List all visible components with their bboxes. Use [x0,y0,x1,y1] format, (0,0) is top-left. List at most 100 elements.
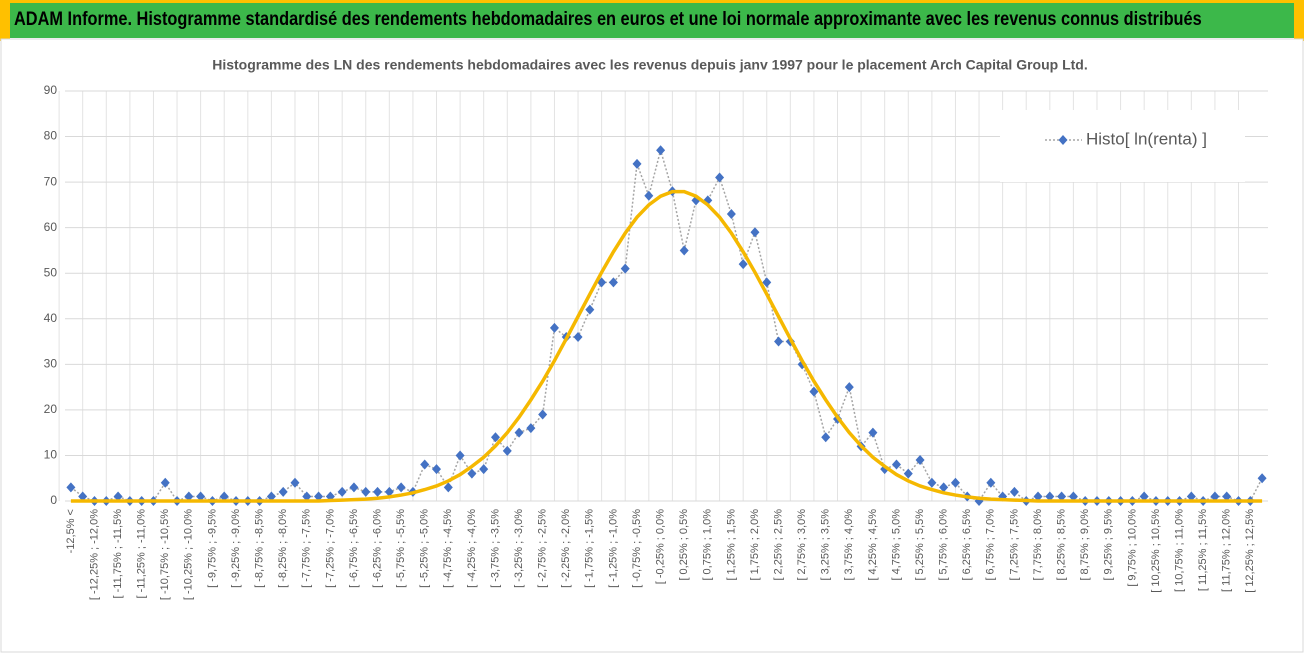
marker [950,477,960,488]
marker [443,482,453,493]
x-tick-label: [ 3,75% ; 4,0% [843,509,855,581]
marker [656,145,666,156]
x-tick-label: [ -3,25% ; -3,0% [513,509,525,588]
x-tick-label: [ 8,75% ; 9,0% [1079,509,1091,581]
fit-curve [70,189,1263,503]
marker [549,322,559,333]
marker [939,482,949,493]
marker [903,468,913,479]
x-tick-label: [ 12,25% ; 12,5% [1244,509,1256,593]
legend [1000,110,1245,182]
marker [467,468,477,479]
x-tick-label: [ -2,25% ; -2,0% [560,509,572,588]
marker [597,277,607,288]
x-tick-label: [ 0,25% ; 0,5% [678,509,690,581]
x-tick-label: [ -0,25% ; 0,0% [655,509,667,584]
x-tick-label: [ 11,25% ; 11,5% [1197,509,1209,591]
marker [66,482,76,493]
marker [750,227,760,238]
x-tick-label: [ -0,75% ; -0,5% [631,509,643,588]
x-tick-label: [ 2,75% ; 3,0% [796,509,808,581]
x-tick-label: [ -11,25% ; -11,0% [136,509,148,599]
marker [868,427,878,438]
marker [585,304,595,315]
y-tick-label: 20 [44,402,58,416]
x-tick-label: [ 3,25% ; 3,5% [820,509,832,581]
x-tick-label: [ -11,75% ; -11,5% [112,509,124,599]
marker [915,455,925,465]
marker [927,477,937,488]
x-tick-label: [ -1,25% ; -1,0% [607,509,619,588]
marker [266,491,276,502]
marker [479,464,489,475]
x-tick-label: [ -2,75% ; -2,5% [537,509,549,588]
marker [715,172,725,183]
marker [620,263,630,274]
legend-label: Histo[ ln(renta) ] [1086,129,1207,148]
marker [726,209,736,219]
y-tick-label: 70 [44,174,58,188]
x-tick-label: [ -10,75% ; -10,5% [159,509,171,600]
x-tick-label: [ 10,25% ; 10,5% [1150,509,1162,593]
x-tick-label: [ 4,25% ; 4,5% [867,509,879,581]
marker [1222,491,1232,502]
marker [608,277,618,288]
marker [986,477,996,488]
marker [302,491,312,502]
marker [432,464,442,475]
marker [420,459,430,470]
x-tick-label: [ -6,75% ; -6,5% [348,509,360,588]
marker [219,491,229,502]
marker [1186,491,1196,502]
marker [573,332,583,342]
marker [774,336,784,347]
marker [384,486,394,497]
marker [337,486,347,497]
x-tick-label: [ 11,75% ; 12,0% [1221,509,1233,592]
x-tick-label: [ 5,25% ; 5,5% [914,509,926,581]
marker [1210,491,1220,502]
x-tick-label: -12,5% < [65,509,77,553]
chart: Histogramme des LN des rendements hebdom… [0,38,1304,653]
x-tick-label: [ 2,25% ; 2,5% [772,509,784,581]
banner: ADAM Informe. Histogramme standardisé de… [0,0,1304,41]
x-tick-label: [ -4,75% ; -4,5% [442,509,454,588]
marker [361,486,371,497]
marker [373,486,383,497]
marker [502,445,512,456]
banner-edge [1294,3,1304,41]
x-tick-label: [ -9,75% ; -9,5% [206,509,218,588]
marker [809,386,819,397]
x-tick-label: [ -12,25% ; -12,0% [88,509,100,600]
legend-marker [1058,135,1068,145]
x-tick-label: [ -5,25% ; -5,0% [419,509,431,588]
banner-edge [0,3,10,41]
marker [1257,473,1267,484]
x-tick-label: [ -10,25% ; -10,0% [183,509,195,600]
chart-title: Histogramme des LN des rendements hebdom… [212,57,1088,73]
x-tick-label: [ 10,75% ; 11,0% [1173,509,1185,592]
y-tick-label: 0 [50,493,57,507]
marker [78,491,88,502]
y-tick-label: 30 [44,357,58,371]
y-tick-label: 90 [44,83,58,97]
x-tick-label: [ -5,75% ; -5,5% [395,509,407,588]
marker [526,423,536,434]
x-tick-label: [ -8,25% ; -8,0% [277,509,289,588]
marker [396,482,406,493]
marker [160,477,170,488]
x-tick-label: [ -1,75% ; -1,5% [584,509,596,588]
y-tick-label: 60 [44,220,58,234]
marker [455,450,465,461]
x-tick-label: [ -4,25% ; -4,0% [466,509,478,588]
marker [278,486,288,497]
marker [679,245,689,256]
x-tick-label: [ 1,75% ; 2,0% [749,509,761,581]
x-tick-label: [ 9,25% ; 9,5% [1103,509,1115,581]
marker [1045,491,1055,502]
x-tick-label: [ -9,25% ; -9,0% [230,509,242,588]
marker [738,259,748,270]
x-tick-label: [ 8,25% ; 8,5% [1056,509,1068,581]
marker [1033,491,1043,502]
x-tick-label: [ 7,75% ; 8,0% [1032,509,1044,581]
